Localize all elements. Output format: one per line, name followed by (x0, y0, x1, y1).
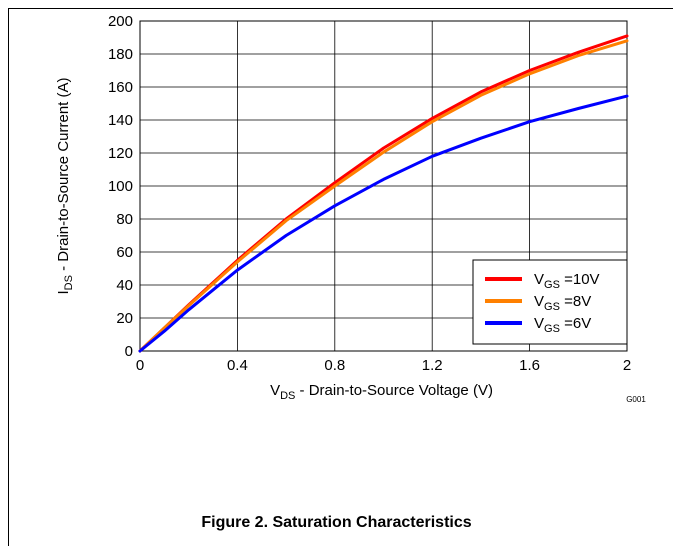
x-axis-label-main: V (270, 382, 280, 399)
y-tick-label: 180 (108, 46, 133, 63)
plot-area-border (139, 20, 628, 352)
y-axis-label-main: I (55, 290, 72, 294)
y-tick-label: 160 (108, 79, 133, 96)
x-axis-label: VDS - Drain-to-Source Voltage (V) (270, 382, 493, 402)
y-tick-label: 120 (108, 145, 133, 162)
y-tick-label: 140 (108, 112, 133, 129)
figure-code-label: G001 (626, 395, 646, 404)
x-tick-label: 2 (623, 357, 631, 374)
y-tick-label: 60 (116, 244, 133, 261)
saturation-chart: 0 0.4 0.8 1.2 1.6 2 0 20 40 60 80 100 120 140 160 180 2… (55, 13, 646, 404)
page-border-top (8, 8, 673, 9)
y-tick-label: 80 (116, 211, 133, 228)
x-tick-label: 0 (136, 357, 144, 374)
x-tick-label: 0.4 (227, 357, 248, 374)
legend-entry-1: VGS =8V (534, 293, 591, 313)
series-group (138, 34, 629, 353)
y-tick-label: 100 (108, 178, 133, 195)
legend-entry-2: VGS =6V (534, 315, 591, 335)
y-axis-label-rest: - Drain-to-Source Current (A) (55, 77, 72, 275)
series-line-1 (138, 39, 629, 353)
series-line-2 (138, 94, 629, 353)
x-axis-label-sub: DS (280, 390, 295, 402)
x-tick-label: 0.8 (324, 357, 345, 374)
figure-caption: Figure 2. Saturation Characteristics (201, 514, 472, 531)
y-axis-label-sub: DS (63, 275, 75, 290)
x-axis-label-rest: - Drain-to-Source Voltage (V) (295, 382, 493, 399)
y-tick-label: 200 (108, 13, 133, 30)
x-tick-label: 1.2 (422, 357, 443, 374)
legend-entry-0: VGS =10V (534, 271, 600, 291)
y-tick-label: 40 (116, 277, 133, 294)
y-axis-label: IDS - Drain-to-Source Current (A) (55, 77, 75, 294)
y-tick-label: 0 (125, 343, 133, 360)
x-tick-labels: 0 0.4 0.8 1.2 1.6 2 (136, 357, 631, 374)
y-tick-label: 20 (116, 310, 133, 327)
page-border-left (8, 8, 9, 546)
y-tick-labels: 0 20 40 60 80 100 120 140 160 180 200 (108, 13, 133, 360)
x-tick-label: 1.6 (519, 357, 540, 374)
